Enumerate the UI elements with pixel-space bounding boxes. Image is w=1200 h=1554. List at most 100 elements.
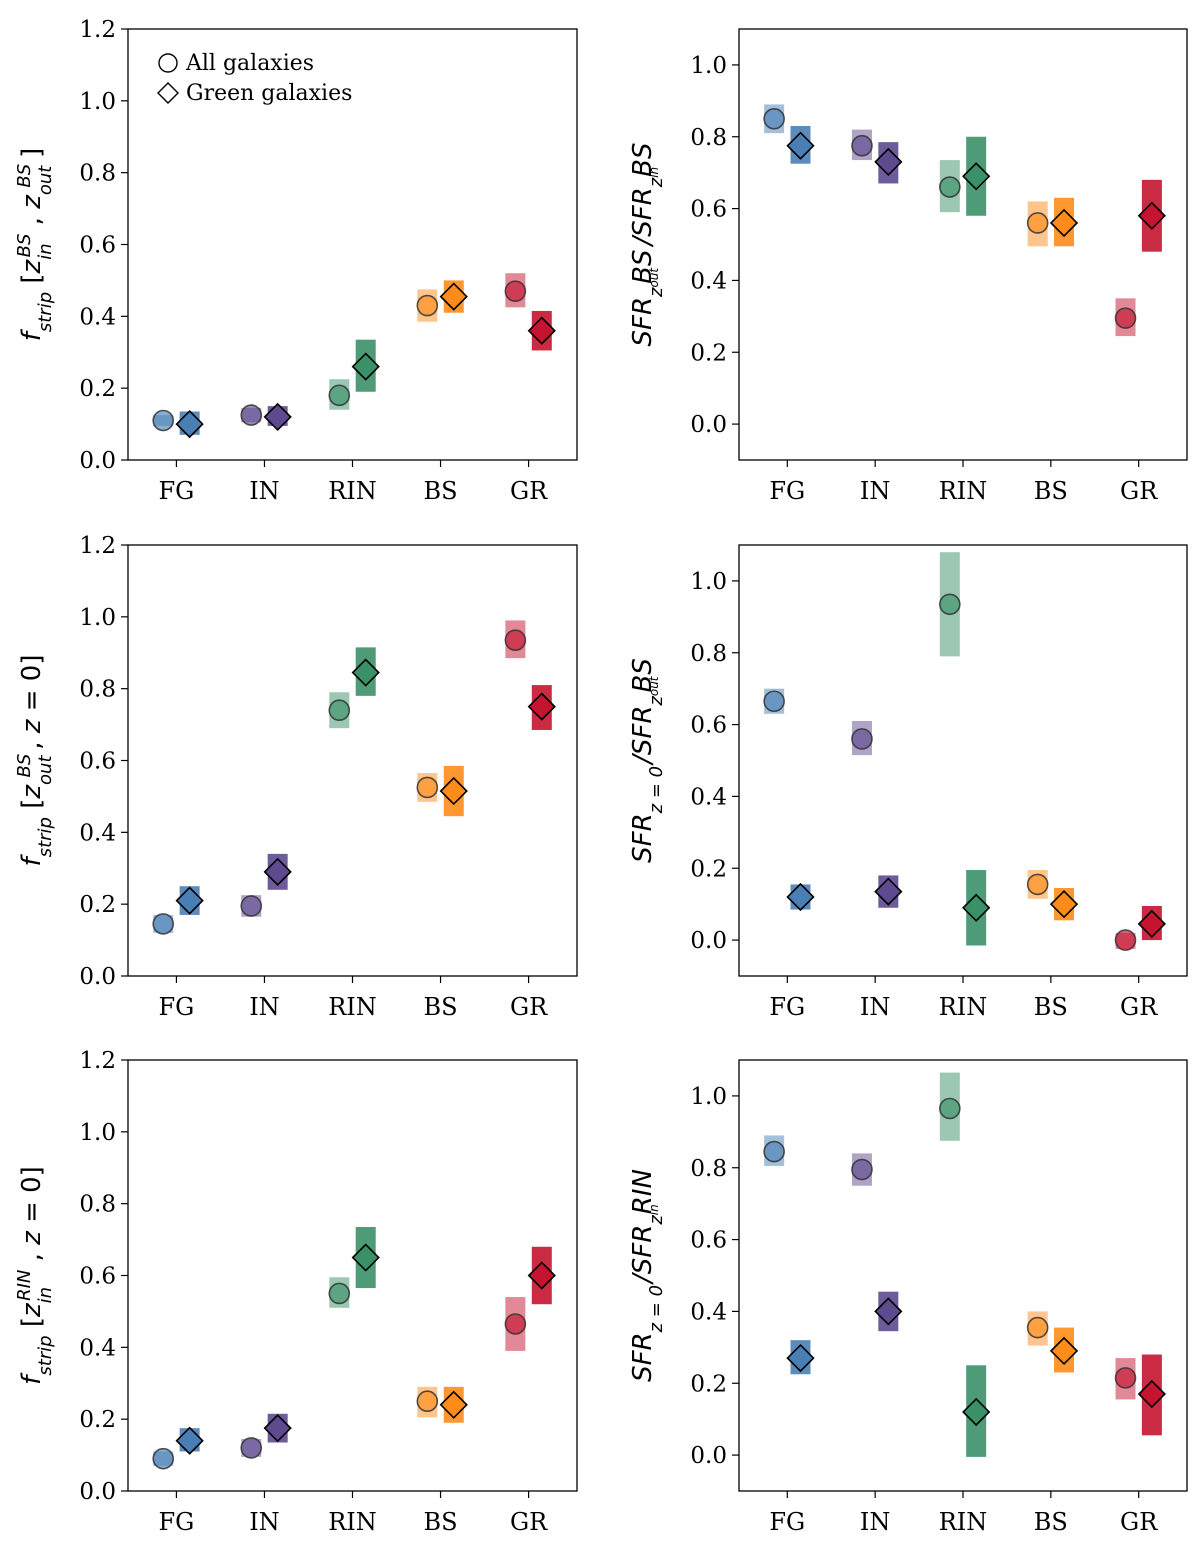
panel-middle-left: 0.0 0.2 0.4 0.6 0.8 1.0 1.2 FG IN RIN BS GR fstrip [… bbox=[14, 533, 578, 1021]
panel-top-right: 0.0 0.2 0.4 0.6 0.8 1.0 FG IN RIN BS GR SFRzoutBS/S… bbox=[628, 28, 1188, 505]
legend-diamond-icon bbox=[157, 82, 179, 104]
y-tick-label: 0.2 bbox=[79, 376, 116, 402]
legend: All galaxies Green galaxies bbox=[157, 51, 352, 106]
y-axis-label: fstrip [zinBS , zoutBS] bbox=[14, 148, 56, 342]
y-tick-label: 0.6 bbox=[79, 233, 116, 259]
x-tick-label: BS bbox=[424, 477, 458, 505]
y-tick-label: 0.4 bbox=[690, 268, 727, 294]
y-tick-label: 1.0 bbox=[690, 569, 727, 595]
y-tick-label: 1.0 bbox=[690, 1084, 727, 1110]
marker-green-bs bbox=[439, 1390, 468, 1419]
axes-frame bbox=[738, 544, 1188, 977]
y-tick-label: 0.8 bbox=[79, 1192, 116, 1218]
panel-bottom-right: 0.0 0.2 0.4 0.6 0.8 1.0 FG IN RIN BS GR SFRz = 0/SF… bbox=[628, 1059, 1188, 1536]
panel-top-left: 0.0 0.2 0.4 0.6 0.8 1.0 1.2 FG IN RIN BS GR fstrip [… bbox=[14, 17, 578, 505]
y-tick-label: 0.2 bbox=[690, 856, 727, 882]
marker-green-fg bbox=[175, 1426, 204, 1455]
marker-all-bs bbox=[416, 1390, 439, 1413]
axes-frame bbox=[127, 1059, 578, 1492]
marker-green-bs bbox=[439, 776, 468, 806]
marker-all-rin bbox=[939, 1097, 961, 1120]
x-tick-label: FG bbox=[769, 1508, 805, 1536]
y-axis-label: SFRz = 0/SFRzoutBS bbox=[628, 658, 667, 863]
legend-all-label: All galaxies bbox=[185, 51, 314, 76]
y-tick-label: 1.2 bbox=[79, 17, 116, 43]
x-tick-label: IN bbox=[860, 993, 890, 1021]
y-tick-label: 0.0 bbox=[79, 1479, 116, 1505]
x-tick-label: IN bbox=[860, 477, 890, 505]
x-tick-label: GR bbox=[510, 993, 548, 1021]
marker-all-gr bbox=[504, 1313, 527, 1335]
x-tick-label: BS bbox=[1034, 1508, 1068, 1536]
x-tick-label: RIN bbox=[939, 993, 988, 1021]
marker-green-fg bbox=[786, 131, 815, 160]
marker-all-gr bbox=[1114, 1367, 1137, 1389]
marker-green-bs bbox=[1049, 890, 1079, 919]
marker-all-gr bbox=[1114, 307, 1137, 329]
x-tick-label: GR bbox=[510, 1508, 548, 1536]
x-tick-label: BS bbox=[424, 1508, 458, 1536]
y-tick-label: 1.0 bbox=[79, 89, 116, 115]
marker-all-fg bbox=[152, 1447, 175, 1470]
marker-all-fg bbox=[152, 409, 175, 432]
axes-frame bbox=[738, 1059, 1188, 1492]
marker-green-in bbox=[263, 1414, 292, 1443]
x-tick-label: RIN bbox=[939, 477, 988, 505]
marker-all-in bbox=[851, 134, 873, 157]
y-tick-label: 1.0 bbox=[690, 53, 727, 79]
x-tick-label: BS bbox=[1034, 993, 1068, 1021]
marker-green-gr bbox=[1137, 201, 1166, 230]
marker-all-rin bbox=[328, 384, 351, 407]
y-tick-label: 0.8 bbox=[690, 1156, 727, 1182]
marker-all-rin bbox=[328, 699, 351, 722]
panel-bottom-left: 0.0 0.2 0.4 0.6 0.8 1.0 1.2 FG IN RIN BS GR fstrip [… bbox=[14, 1048, 578, 1536]
x-tick-label: RIN bbox=[328, 993, 377, 1021]
marker-all-bs bbox=[1026, 1316, 1049, 1339]
x-tick-label: FG bbox=[769, 477, 805, 505]
axes-frame bbox=[738, 28, 1188, 461]
marker-all-bs bbox=[1026, 873, 1049, 896]
marker-all-gr bbox=[504, 280, 527, 302]
x-tick-label: FG bbox=[769, 993, 805, 1021]
marker-all-rin bbox=[939, 176, 961, 198]
x-tick-label: GR bbox=[510, 477, 548, 505]
marker-green-bs bbox=[439, 282, 468, 311]
y-tick-label: 1.2 bbox=[79, 1048, 116, 1074]
marker-green-rin bbox=[351, 1243, 380, 1272]
x-tick-label: FG bbox=[159, 1508, 195, 1536]
x-tick-label: IN bbox=[249, 477, 279, 505]
x-tick-label: GR bbox=[1120, 1508, 1158, 1536]
marker-all-bs bbox=[1026, 212, 1049, 234]
panel-middle-right: 0.0 0.2 0.4 0.6 0.8 1.0 FG IN RIN BS GR SFRz = 0/SF… bbox=[628, 544, 1188, 1021]
x-tick-label: BS bbox=[424, 993, 458, 1021]
marker-all-in bbox=[240, 1437, 263, 1459]
marker-all-in bbox=[851, 728, 873, 750]
marker-all-gr bbox=[504, 629, 527, 651]
marker-green-gr bbox=[527, 1261, 556, 1290]
y-tick-label: 0.0 bbox=[79, 964, 116, 990]
x-tick-label: RIN bbox=[328, 477, 377, 505]
marker-all-bs bbox=[416, 294, 439, 317]
marker-green-rin bbox=[962, 162, 991, 191]
marker-green-rin bbox=[351, 658, 380, 687]
x-tick-label: RIN bbox=[939, 1508, 988, 1536]
y-tick-label: 0.8 bbox=[690, 641, 727, 667]
marker-all-fg bbox=[763, 107, 785, 130]
marker-green-gr bbox=[1137, 909, 1166, 939]
marker-green-fg bbox=[175, 886, 204, 915]
x-tick-label: RIN bbox=[328, 1508, 377, 1536]
x-tick-label: FG bbox=[159, 477, 195, 505]
y-tick-label: 1.2 bbox=[79, 533, 116, 559]
y-tick-label: 0.0 bbox=[79, 448, 116, 474]
legend-green-label: Green galaxies bbox=[186, 81, 352, 106]
y-tick-label: 0.6 bbox=[690, 197, 727, 223]
y-tick-label: 0.0 bbox=[690, 412, 727, 438]
y-tick-label: 0.8 bbox=[690, 125, 727, 151]
marker-green-in bbox=[263, 402, 292, 432]
marker-green-bs bbox=[1049, 1336, 1079, 1366]
y-tick-label: 0.6 bbox=[690, 713, 727, 739]
marker-green-in bbox=[263, 857, 292, 886]
y-tick-label: 0.4 bbox=[79, 1335, 116, 1361]
marker-green-in bbox=[874, 877, 903, 906]
